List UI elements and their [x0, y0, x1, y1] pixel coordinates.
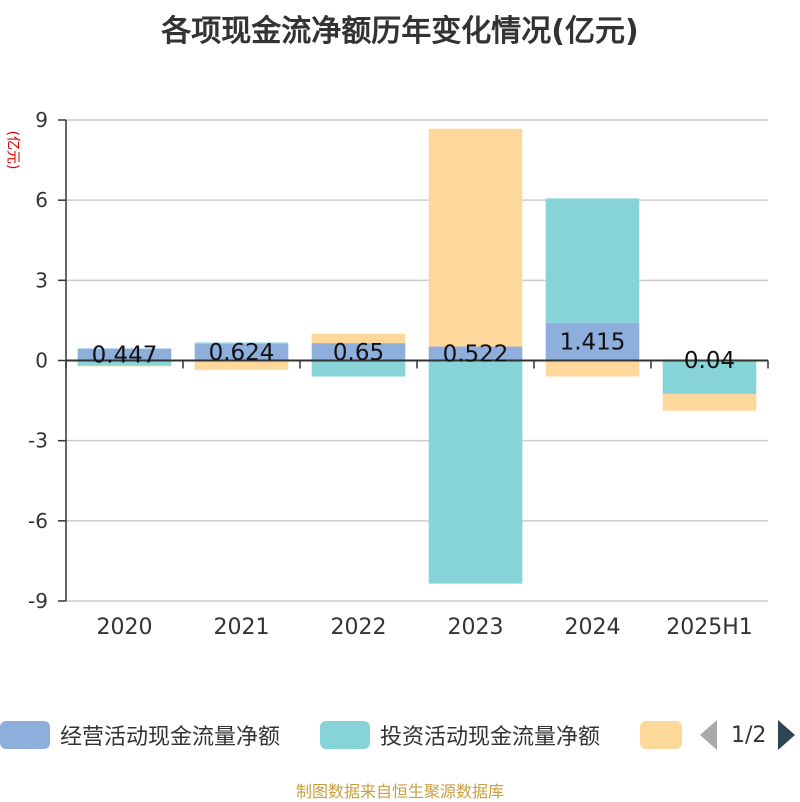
bar-operating-2022[interactable]: [311, 343, 406, 361]
chart-title: 各项现金流净额历年变化情况(亿元): [161, 14, 639, 49]
grid-lines: [66, 119, 768, 602]
legend-next-icon[interactable]: [778, 720, 796, 750]
y-tick-label: -9: [28, 589, 48, 613]
bar-investing-2021[interactable]: [194, 342, 289, 344]
legend-page-indicator: 1/2: [731, 722, 767, 748]
legend-pager: 1/2: [700, 718, 796, 752]
data-label: 1.415: [560, 330, 626, 356]
x-tick-label: 2025H1: [666, 615, 753, 640]
source-footer: 制图数据来自恒生聚源数据库: [295, 782, 504, 801]
data-labels: 0.447 0.624 0.65 0.522 1.415 0.04: [92, 330, 736, 374]
x-tick-label: 2022: [331, 615, 387, 640]
legend-label-operating: 经营活动现金流量净额: [60, 725, 281, 750]
data-label: 0.522: [443, 342, 509, 368]
bar-financing-2020[interactable]: [77, 365, 172, 367]
legend-swatch-financing: [640, 721, 682, 749]
bar-investing-2025H1[interactable]: [662, 360, 757, 394]
x-tick-label: 2023: [448, 615, 504, 640]
bar-operating-2021[interactable]: [194, 343, 289, 361]
bar-investing-2020[interactable]: [77, 360, 172, 366]
y-tick-label: -6: [28, 509, 48, 533]
y-tick-label: 0: [35, 349, 48, 373]
legend-prev-icon[interactable]: [700, 720, 717, 750]
x-tick-label: 2020: [97, 615, 153, 640]
bar-investing-2022[interactable]: [311, 360, 406, 377]
bars: [77, 128, 757, 584]
bar-financing-2021[interactable]: [194, 360, 289, 370]
bar-operating-2020[interactable]: [77, 348, 172, 361]
legend-item-operating[interactable]: 经营活动现金流量净额: [0, 718, 280, 752]
y-tick-label: 6: [35, 188, 48, 212]
y-tick-label: -3: [28, 429, 48, 453]
bar-operating-2024[interactable]: [545, 322, 640, 361]
x-tick-label: 2021: [214, 615, 270, 640]
data-label: 0.447: [92, 343, 158, 369]
bar-investing-2023[interactable]: [428, 360, 523, 584]
bar-financing-2024[interactable]: [545, 360, 640, 377]
data-label: 0.65: [333, 340, 384, 366]
bar-financing-2022[interactable]: [311, 333, 406, 344]
legend-swatch-operating: [0, 721, 50, 749]
legend-item-financing[interactable]: [640, 718, 692, 752]
y-tick-label: 3: [35, 268, 48, 292]
bar-investing-2024[interactable]: [545, 198, 640, 323]
legend-item-investing[interactable]: 投资活动现金流量净额: [320, 718, 600, 752]
bar-operating-2023[interactable]: [428, 346, 523, 361]
legend-swatch-investing: [320, 721, 370, 749]
bar-financing-2025H1[interactable]: [662, 393, 757, 411]
data-label: 0.04: [684, 348, 735, 374]
data-label: 0.624: [209, 340, 275, 366]
legend: 经营活动现金流量净额 投资活动现金流量净额 1/2: [0, 716, 800, 756]
y-tick-label: 9: [35, 108, 48, 132]
legend-label-investing: 投资活动现金流量净额: [380, 725, 601, 750]
bar-financing-2023[interactable]: [428, 128, 523, 347]
x-tick-label: 2024: [565, 615, 621, 640]
bar-chart: 9 6 3 0 -3 -6 -9 2020 2021 2022 2023 2024 2025H1 0.4…: [28, 108, 769, 640]
axes: 9 6 3 0 -3 -6 -9 2020 2021 2022 2023 2024 2025H1: [28, 108, 769, 640]
